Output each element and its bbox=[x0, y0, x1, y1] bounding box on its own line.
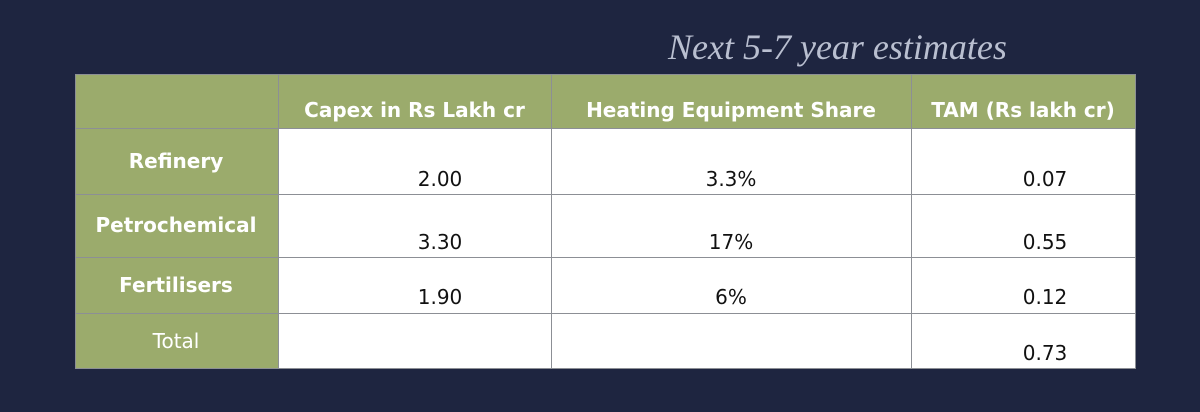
table-cell bbox=[75, 257, 279, 314]
cell-value: 0.12 bbox=[1022, 285, 1068, 309]
row-label: Total bbox=[152, 329, 200, 353]
table-cell bbox=[551, 128, 912, 195]
table-cell bbox=[278, 74, 552, 129]
table-cell bbox=[278, 257, 552, 314]
cell-value: 3.30 bbox=[417, 230, 463, 254]
table-cell bbox=[75, 313, 279, 369]
cell-value: 3.3% bbox=[705, 167, 757, 191]
table-cell bbox=[75, 194, 279, 258]
table-cell bbox=[911, 194, 1136, 258]
cell-value: 0.55 bbox=[1022, 230, 1068, 254]
table-cell bbox=[278, 194, 552, 258]
table-cell bbox=[911, 257, 1136, 314]
table-cell bbox=[75, 74, 279, 129]
table-cell bbox=[911, 74, 1136, 129]
slide-title: Next 5-7 year estimates bbox=[668, 27, 1007, 67]
table-cell bbox=[551, 313, 912, 369]
cell-value: 1.90 bbox=[417, 285, 463, 309]
row-label: Petrochemical bbox=[95, 213, 257, 237]
column-header: Capex in Rs Lakh cr bbox=[304, 98, 525, 122]
cell-value: 0.07 bbox=[1022, 167, 1068, 191]
table-cell bbox=[911, 313, 1136, 369]
cell-value: 0.73 bbox=[1022, 341, 1068, 365]
cell-value: 6% bbox=[715, 285, 747, 309]
table-cell bbox=[278, 313, 552, 369]
row-label: Refinery bbox=[128, 149, 224, 173]
column-header: Heating Equipment Share bbox=[586, 98, 876, 122]
column-header: TAM (Rs lakh cr) bbox=[931, 98, 1115, 122]
table-cell bbox=[75, 128, 279, 195]
table-cell bbox=[911, 128, 1136, 195]
row-label: Fertilisers bbox=[119, 273, 233, 297]
cell-value: 17% bbox=[708, 230, 754, 254]
cell-value: 2.00 bbox=[417, 167, 463, 191]
table-cell bbox=[278, 128, 552, 195]
table-cell bbox=[551, 257, 912, 314]
